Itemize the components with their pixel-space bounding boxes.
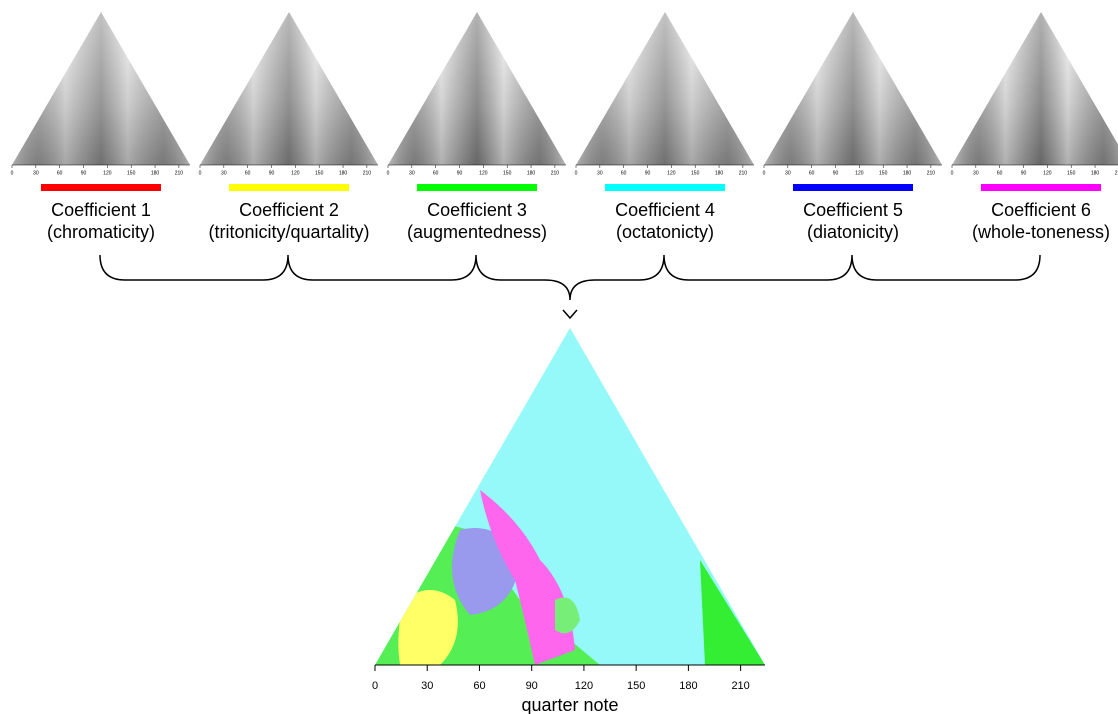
coefficient-subtitle: (augmentedness) <box>407 222 547 242</box>
coefficient-name: Coefficient 2 <box>239 200 339 220</box>
mini-tick-label: 60 <box>809 170 815 176</box>
mini-tick-label: 180 <box>151 170 160 176</box>
coefficient-subtitle: (tritonicity/quartality) <box>208 222 369 242</box>
mini-tick-label: 60 <box>433 170 439 176</box>
coefficient-color <box>605 184 725 191</box>
mini-tick-label: 0 <box>763 170 766 176</box>
mini-tick-label: 60 <box>57 170 63 176</box>
mini-tick-label: 0 <box>575 170 578 176</box>
coefficient-texture <box>388 12 566 165</box>
mini-tick-label: 30 <box>221 170 227 176</box>
mini-tick-label: 60 <box>997 170 1003 176</box>
mini-tick-label: 60 <box>621 170 627 176</box>
mini-tick-label: 210 <box>175 170 184 176</box>
mini-tick-label: 90 <box>457 170 463 176</box>
mini-tick-label: 120 <box>667 170 676 176</box>
mini-tick-label: 210 <box>927 170 936 176</box>
mini-tick-label: 90 <box>833 170 839 176</box>
coefficient-name: Coefficient 1 <box>51 200 151 220</box>
mini-tick-label: 180 <box>527 170 536 176</box>
coefficient-texture <box>576 12 754 165</box>
mini-tick-label: 90 <box>81 170 87 176</box>
mini-tick-label: 120 <box>1043 170 1052 176</box>
mini-tick-label: 120 <box>103 170 112 176</box>
mini-tick-label: 150 <box>1067 170 1076 176</box>
x-tick-label: 60 <box>473 680 485 692</box>
coefficient-color <box>417 184 537 191</box>
mini-tick-label: 180 <box>1091 170 1100 176</box>
mini-tick-label: 120 <box>479 170 488 176</box>
brace <box>99 254 1041 301</box>
coefficient-subtitle: (whole-toneness) <box>972 222 1110 242</box>
mini-tick-label: 30 <box>785 170 791 176</box>
mini-tick-label: 30 <box>973 170 979 176</box>
coefficient-color <box>793 184 913 191</box>
x-tick-label: 150 <box>627 680 645 692</box>
coefficient-color <box>41 184 161 191</box>
mini-tick-label: 0 <box>11 170 14 176</box>
mini-tick-label: 210 <box>363 170 372 176</box>
mini-tick-label: 90 <box>1021 170 1027 176</box>
coefficient-name: Coefficient 6 <box>991 200 1091 220</box>
coefficient-texture <box>764 12 942 165</box>
mini-tick-label: 150 <box>315 170 324 176</box>
coefficient-subtitle: (octatonicty) <box>616 222 714 242</box>
mini-tick-label: 180 <box>715 170 724 176</box>
mini-tick-label: 0 <box>199 170 202 176</box>
mini-tick-label: 30 <box>597 170 603 176</box>
x-tick-label: 180 <box>679 680 697 692</box>
mini-tick-label: 90 <box>269 170 275 176</box>
coefficient-texture <box>12 12 190 165</box>
coefficient-texture <box>952 12 1118 165</box>
mini-tick-label: 180 <box>903 170 912 176</box>
coefficient-subtitle: (chromaticity) <box>47 222 155 242</box>
x-tick-label: 120 <box>575 680 593 692</box>
mini-tick-label: 120 <box>855 170 864 176</box>
mini-tick-label: 30 <box>409 170 415 176</box>
mini-tick-label: 90 <box>645 170 651 176</box>
coefficient-name: Coefficient 4 <box>615 200 715 220</box>
coefficient-color <box>229 184 349 191</box>
mini-tick-label: 30 <box>33 170 39 176</box>
mini-tick-label: 150 <box>691 170 700 176</box>
coefficient-name: Coefficient 3 <box>427 200 527 220</box>
mini-tick-label: 120 <box>291 170 300 176</box>
mini-tick-label: 150 <box>503 170 512 176</box>
mini-tick-label: 210 <box>739 170 748 176</box>
mini-tick-label: 180 <box>339 170 348 176</box>
mini-tick-label: 210 <box>1115 170 1118 176</box>
mini-tick-label: 60 <box>245 170 251 176</box>
coefficient-texture <box>200 12 378 165</box>
coefficient-name: Coefficient 5 <box>803 200 903 220</box>
key-triangle <box>375 328 765 665</box>
coefficient-subtitle: (diatonicity) <box>807 222 899 242</box>
mini-tick-label: 150 <box>127 170 136 176</box>
arrow <box>562 309 578 320</box>
x-axis-label: quarter note <box>521 695 618 714</box>
mini-tick-label: 150 <box>879 170 888 176</box>
x-tick-label: 90 <box>526 680 538 692</box>
x-tick-label: 0 <box>372 680 378 692</box>
x-tick-label: 210 <box>731 680 749 692</box>
mini-tick-label: 210 <box>551 170 560 176</box>
mini-tick-label: 0 <box>951 170 954 176</box>
x-tick-label: 30 <box>421 680 433 692</box>
mini-tick-label: 0 <box>387 170 390 176</box>
coefficient-color <box>981 184 1101 191</box>
